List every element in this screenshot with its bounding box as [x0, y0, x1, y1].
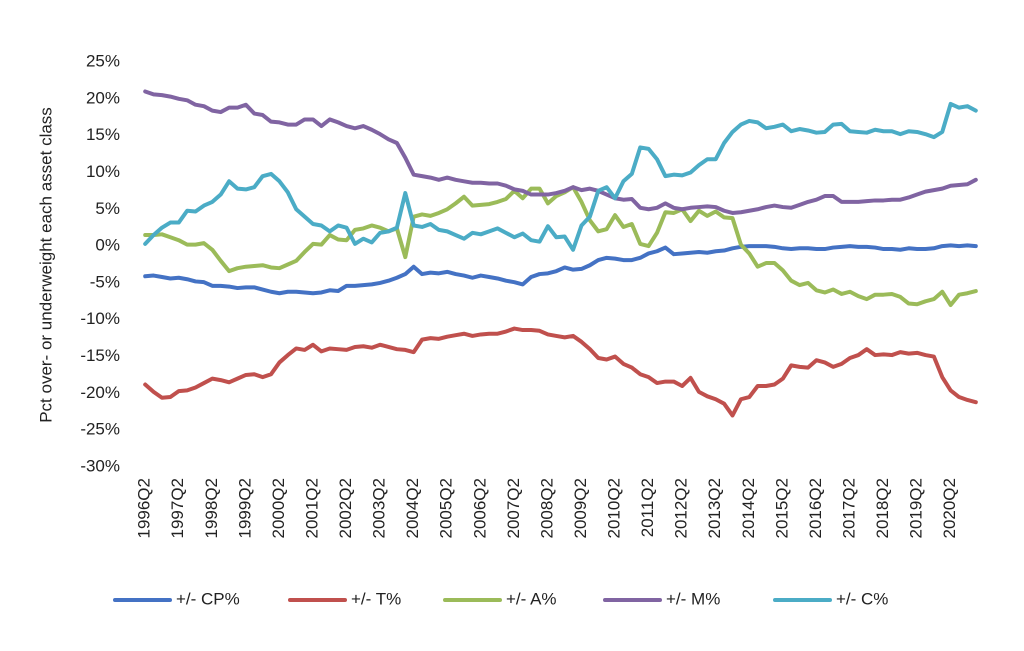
x-tick-label: 2013Q2	[705, 478, 724, 539]
x-tick-label: 2017Q2	[839, 478, 858, 539]
x-tick-label: 2003Q2	[370, 478, 389, 539]
y-tick-label: -25%	[80, 420, 120, 439]
x-tick-label: 1996Q2	[135, 478, 154, 539]
y-axis-title: Pct over- or underweight each asset clas…	[36, 107, 55, 423]
x-tick-label: 2011Q2	[638, 478, 657, 537]
x-tick-label: 2019Q2	[907, 478, 926, 539]
y-tick-label: 20%	[86, 88, 120, 107]
legend-label: +/- A%	[506, 589, 557, 608]
x-tick-label: 2016Q2	[806, 478, 825, 539]
series-line	[143, 101, 978, 252]
x-tick-label: 1997Q2	[168, 478, 187, 539]
legend-label: +/- M%	[666, 589, 720, 608]
y-tick-label: -15%	[80, 346, 120, 365]
y-tick-label: -20%	[80, 383, 120, 402]
series-line	[143, 89, 978, 215]
legend-label: +/- CP%	[176, 589, 240, 608]
x-tick-label: 2020Q2	[940, 478, 959, 539]
x-tick-label: 2005Q2	[437, 478, 456, 539]
x-tick-label: 2015Q2	[772, 478, 791, 539]
series-line	[143, 185, 978, 307]
x-tick-label: 2002Q2	[336, 478, 355, 539]
x-tick-label: 2010Q2	[605, 478, 624, 539]
series-line	[143, 326, 978, 418]
y-tick-label: 15%	[86, 125, 120, 144]
series-line	[143, 243, 978, 296]
x-tick-label: 2006Q2	[470, 478, 489, 538]
y-tick-label: 10%	[86, 162, 120, 181]
x-tick-label: 2000Q2	[269, 478, 288, 539]
y-tick-label: -30%	[80, 456, 120, 475]
legend-label: +/- T%	[351, 589, 401, 608]
y-tick-label: 25%	[86, 51, 120, 70]
legend-label: +/- C%	[836, 589, 888, 608]
y-tick-label: -5%	[90, 272, 120, 291]
x-tick-label: 2014Q2	[739, 478, 758, 539]
x-tick-label: 2004Q2	[403, 478, 422, 539]
y-tick-label: 5%	[95, 199, 120, 218]
x-tick-label: 2012Q2	[672, 478, 691, 539]
x-tick-label: 1999Q2	[235, 478, 254, 539]
x-tick-label: 2009Q2	[571, 478, 590, 539]
y-tick-label: -10%	[80, 309, 120, 328]
x-tick-label: 2007Q2	[504, 478, 523, 539]
x-tick-label: 2018Q2	[873, 478, 892, 539]
x-tick-label: 2001Q2	[302, 478, 321, 539]
x-tick-label: 2008Q2	[537, 478, 556, 539]
y-tick-label: 0%	[95, 236, 120, 255]
x-tick-label: 1998Q2	[202, 478, 221, 539]
